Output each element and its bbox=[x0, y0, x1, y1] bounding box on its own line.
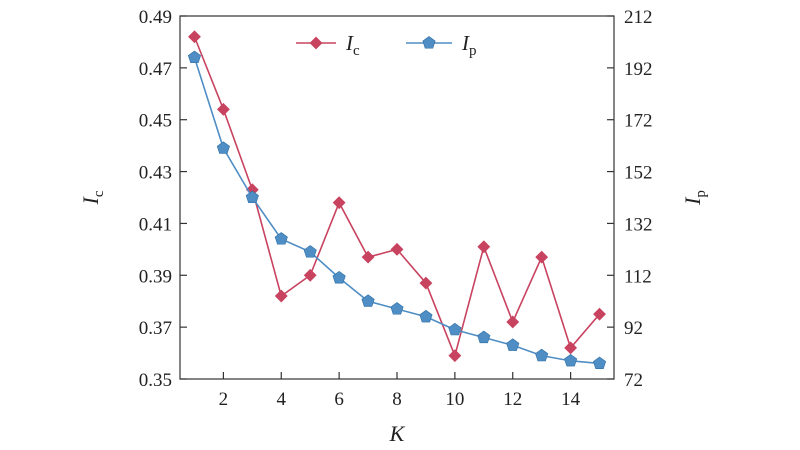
legend-label-ip-sub: p bbox=[469, 43, 477, 59]
x-tick-label: 6 bbox=[334, 389, 344, 410]
right-axis-label: Ip bbox=[680, 190, 709, 206]
x-tick-label: 2 bbox=[219, 389, 229, 410]
data-point bbox=[506, 315, 520, 329]
data-point bbox=[506, 338, 520, 351]
x-tick-label: 8 bbox=[392, 389, 402, 410]
data-point bbox=[216, 141, 230, 154]
series-line bbox=[193, 57, 600, 365]
left-tick-label: 0.47 bbox=[139, 59, 172, 80]
x-tick-label: 4 bbox=[277, 389, 287, 410]
data-point bbox=[477, 330, 491, 344]
left-tick-label: 0.43 bbox=[139, 163, 172, 184]
data-point bbox=[361, 250, 375, 264]
data-point bbox=[419, 309, 433, 323]
data-point bbox=[448, 322, 462, 336]
left-tick-label: 0.41 bbox=[139, 214, 172, 235]
legend-label-ic-main: I bbox=[345, 31, 354, 55]
left-axis-ticks: 0.35 0.37 0.39 0.41 0.43 0.45 0.47 0.49 bbox=[139, 7, 187, 391]
legend: Ic Ip bbox=[296, 31, 477, 59]
series-Ic bbox=[188, 30, 606, 363]
data-point bbox=[332, 196, 346, 210]
data-point bbox=[593, 307, 606, 321]
plot-border bbox=[179, 15, 615, 380]
data-point bbox=[274, 289, 288, 303]
plot-frame bbox=[179, 15, 615, 380]
right-axis-label-sub: p bbox=[693, 190, 709, 198]
right-tick-label: 172 bbox=[624, 111, 653, 132]
left-tick-label: 0.49 bbox=[139, 7, 172, 28]
data-point bbox=[245, 190, 259, 204]
left-tick-label: 0.37 bbox=[139, 318, 172, 339]
data-point bbox=[592, 356, 607, 370]
left-tick-label: 0.39 bbox=[139, 266, 172, 287]
right-tick-label: 72 bbox=[624, 370, 643, 391]
right-axis-label-main: I bbox=[680, 196, 705, 206]
legend-label-ic-sub: c bbox=[353, 43, 360, 59]
right-tick-label: 152 bbox=[624, 163, 653, 184]
data-point bbox=[390, 242, 404, 256]
data-point bbox=[361, 294, 375, 307]
x-tick-label: 14 bbox=[561, 389, 581, 410]
legend-marker-pentagon bbox=[422, 36, 436, 49]
x-tick-label: 10 bbox=[445, 389, 464, 410]
left-axis-label-main: I bbox=[78, 196, 103, 206]
left-tick-label: 0.35 bbox=[139, 370, 172, 391]
data-point bbox=[448, 349, 462, 363]
series-Ip bbox=[187, 50, 607, 370]
right-tick-label: 212 bbox=[624, 7, 653, 28]
x-axis-ticks: 2 4 6 8 10 12 14 bbox=[219, 372, 581, 410]
data-point bbox=[188, 30, 201, 44]
right-tick-label: 132 bbox=[624, 214, 653, 235]
legend-label-ip: Ip bbox=[461, 31, 477, 59]
right-axis-ticks: 72 92 112 132 152 172 192 212 bbox=[607, 7, 653, 391]
data-point bbox=[477, 240, 491, 254]
data-point bbox=[564, 353, 578, 367]
data-point bbox=[419, 276, 433, 290]
right-tick-label: 112 bbox=[624, 266, 652, 287]
x-axis-label: K bbox=[389, 421, 406, 446]
legend-marker-diamond bbox=[309, 36, 323, 50]
left-axis-label-sub: c bbox=[91, 190, 107, 197]
data-point bbox=[535, 348, 549, 362]
data-point bbox=[332, 271, 346, 284]
data-point bbox=[303, 268, 317, 282]
right-tick-label: 192 bbox=[624, 59, 653, 80]
left-tick-label: 0.45 bbox=[139, 111, 172, 132]
data-point bbox=[274, 232, 288, 245]
legend-label-ic: Ic bbox=[345, 31, 360, 59]
data-point bbox=[535, 250, 549, 264]
right-tick-label: 92 bbox=[624, 318, 643, 339]
data-point bbox=[187, 50, 202, 64]
data-point bbox=[303, 245, 317, 258]
series-layer bbox=[187, 30, 607, 370]
data-point bbox=[390, 302, 404, 315]
x-tick-label: 12 bbox=[503, 389, 522, 410]
legend-label-ip-main: I bbox=[461, 31, 470, 55]
data-point bbox=[564, 341, 578, 355]
data-point bbox=[216, 102, 230, 116]
left-axis-label: Ic bbox=[78, 190, 107, 205]
